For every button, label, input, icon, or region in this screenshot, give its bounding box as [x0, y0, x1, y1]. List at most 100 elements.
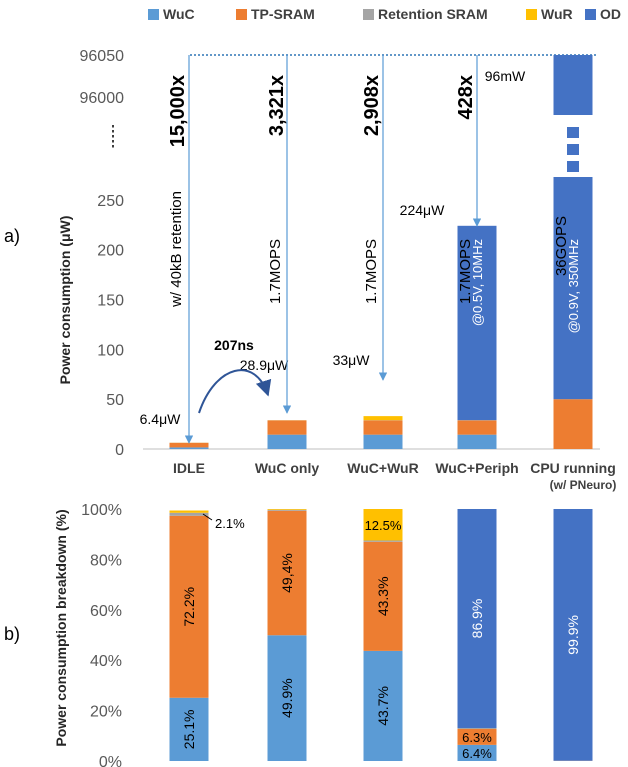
panel-b-bar-tp-sram	[457, 728, 497, 745]
panel-a-ytick-break: 96000	[80, 90, 125, 107]
panel-b-bar-retention-sram	[363, 540, 403, 542]
panel-a-label: a)	[4, 226, 20, 246]
panel-a-annotation-label: 1.7MOPS	[363, 239, 380, 304]
panel-a-ytick: 200	[97, 243, 124, 260]
panel-a-ytick: 250	[97, 193, 124, 210]
panel-a-total-label: 6.4μW	[140, 411, 182, 427]
panel-b-segment-label: 43.3%	[375, 576, 391, 616]
panel-b-axis: 0% 20% 40% 60% 80% 100%	[81, 502, 122, 767]
panel-a-category-label: CPU running	[530, 460, 616, 476]
panel-a-ratio-label: 2,908x	[361, 75, 383, 136]
panel-a-ratio-label: 428x	[455, 75, 477, 120]
panel-a-bar-break-dot	[567, 161, 579, 172]
panel-a-ratio-label: 15,000x	[167, 75, 189, 147]
panel-a-categories: IDLE WuC only WuC+WuR WuC+Periph CPU running…	[173, 460, 616, 492]
panel-a-bar-break-dot	[567, 144, 579, 155]
panel-a-annotation-label: 1.7MOPS	[457, 239, 474, 304]
panel-b-ytick: 0%	[99, 754, 122, 767]
panel-a-bar-tp-sram	[267, 420, 307, 435]
panel-a-axis: 0 50 100 150 200 250 96050 96000	[80, 48, 600, 459]
panel-a-annotation-label: w/ 40kB retention	[168, 191, 185, 308]
panel-a-bar-od	[457, 225, 497, 421]
panel-b-callout-line	[202, 513, 213, 521]
panel-b-label: b)	[4, 624, 20, 644]
panel-b-segment-labels: 25.1% 72.2% 49.9% 49,4% 43.7% 43.3% 12.5% 6.4%6…	[181, 513, 581, 761]
panel-a-bar-od-lower	[553, 177, 593, 400]
panel-b-ytick: 40%	[90, 653, 122, 670]
panel-b-segment-label: 99.9%	[565, 615, 581, 655]
panel-b-ytick: 20%	[90, 704, 122, 721]
panel-a-category-label: WuC+Periph	[435, 460, 518, 476]
panel-a-category-label: IDLE	[173, 460, 205, 476]
panel-a-ytick: 100	[97, 342, 124, 359]
panel-b-bar-retention-sram	[169, 512, 209, 516]
panel-a-category-sublabel: (w/ PNeuro)	[550, 478, 617, 492]
panel-a-ytick: 150	[97, 293, 124, 310]
panel-b-bar-od	[457, 509, 497, 728]
panel-a-annotation-label: 1.7MOPS	[267, 239, 284, 304]
panel-a-bar-wuc	[267, 434, 307, 449]
panel-b-bar-wuc	[457, 744, 497, 761]
panel-a-ytick-break: 96050	[80, 48, 125, 65]
panel-b-bar-od	[553, 509, 593, 761]
legend-swatch-2	[363, 9, 374, 20]
legend-swatch-0	[148, 9, 159, 20]
panel-a-total-label: 96mW	[485, 68, 526, 84]
panel-b-segment-label: 12.5%	[365, 518, 402, 533]
panel-b-segment-label: 43.7%	[375, 686, 391, 726]
panel-b-bar-wur	[363, 509, 403, 541]
panel-a-bar-wur	[363, 416, 403, 421]
panel-a-bar-tp-sram	[169, 442, 209, 448]
panel-b-bar-wuc	[363, 650, 403, 761]
panel-b-segment-label: 6.3%	[462, 730, 492, 745]
panel-b-ytick: 80%	[90, 552, 122, 569]
panel-b-segment-label: 49.9%	[279, 678, 295, 718]
panel-b-callout-label: 2.1%	[215, 516, 245, 531]
panel-a-ratio-label: 3,321x	[266, 75, 288, 136]
panel-b-ytick: 100%	[81, 502, 122, 519]
panel-a-ylabel: Power consumption (μW)	[57, 216, 73, 385]
panel-a-bar-note: @0.5V, 10MHz	[470, 239, 485, 326]
legend: WuC TP-SRAM Retention SRAM WuR OD	[148, 6, 621, 22]
panel-a-category-label: WuC+WuR	[347, 460, 418, 476]
panel-a-total-label: 224μW	[400, 202, 445, 218]
panel-a-bar-wuc	[363, 434, 403, 449]
panel-a-transition-label: 207ns	[214, 337, 254, 353]
panel-b-bar-wur	[267, 509, 307, 510]
panel-a-bar-od-upper	[553, 55, 593, 115]
panel-a-bars	[169, 55, 593, 449]
legend-label-1: TP-SRAM	[251, 6, 315, 22]
panel-b-bars	[169, 509, 593, 761]
panel-b-bar-retention-sram	[267, 509, 307, 511]
panel-b-bar-wuc	[267, 635, 307, 761]
panel-b-bar-tp-sram	[267, 510, 307, 636]
panel-a-annotation-label: 36GOPS	[553, 216, 570, 276]
panel-a-bar-wuc	[457, 434, 497, 449]
panel-b-segment-label: 72.2%	[181, 587, 197, 627]
legend-label-0: WuC	[163, 6, 195, 22]
panel-a-bar-note: @0.9V, 350MHz	[566, 239, 581, 333]
panel-b-bar-tp-sram	[169, 515, 209, 698]
panel-b-bar-wuc	[169, 697, 209, 761]
panel-b-segment-label: 25.1%	[181, 710, 197, 750]
panel-b-ylabel: Power consumption breakdown (%)	[53, 509, 69, 746]
panel-b-bar-tp-sram	[363, 541, 403, 651]
panel-a-total-label: 33μW	[333, 352, 371, 368]
panel-b: b) Power consumption breakdown (%) 0% 20%…	[4, 502, 593, 767]
legend-label-4: OD	[600, 6, 621, 22]
panel-b-segment-label: 49,4%	[279, 553, 295, 593]
panel-a-ytick: 0	[115, 442, 124, 459]
panel-a-bar-tp-sram	[457, 420, 497, 435]
legend-label-2: Retention SRAM	[378, 6, 488, 22]
panel-b-ytick: 60%	[90, 603, 122, 620]
panel-b-segment-label: 86.9%	[469, 599, 485, 639]
legend-swatch-1	[236, 9, 247, 20]
panel-a-bar-tp-sram	[363, 420, 403, 435]
legend-swatch-4	[585, 9, 596, 20]
panel-b-bar-retention-sram	[457, 727, 497, 729]
legend-label-3: WuR	[541, 6, 573, 22]
panel-a-transition-arrow	[198, 369, 272, 414]
panel-a-ytick: 50	[106, 392, 124, 409]
panel-a-category-label: WuC only	[255, 460, 320, 476]
